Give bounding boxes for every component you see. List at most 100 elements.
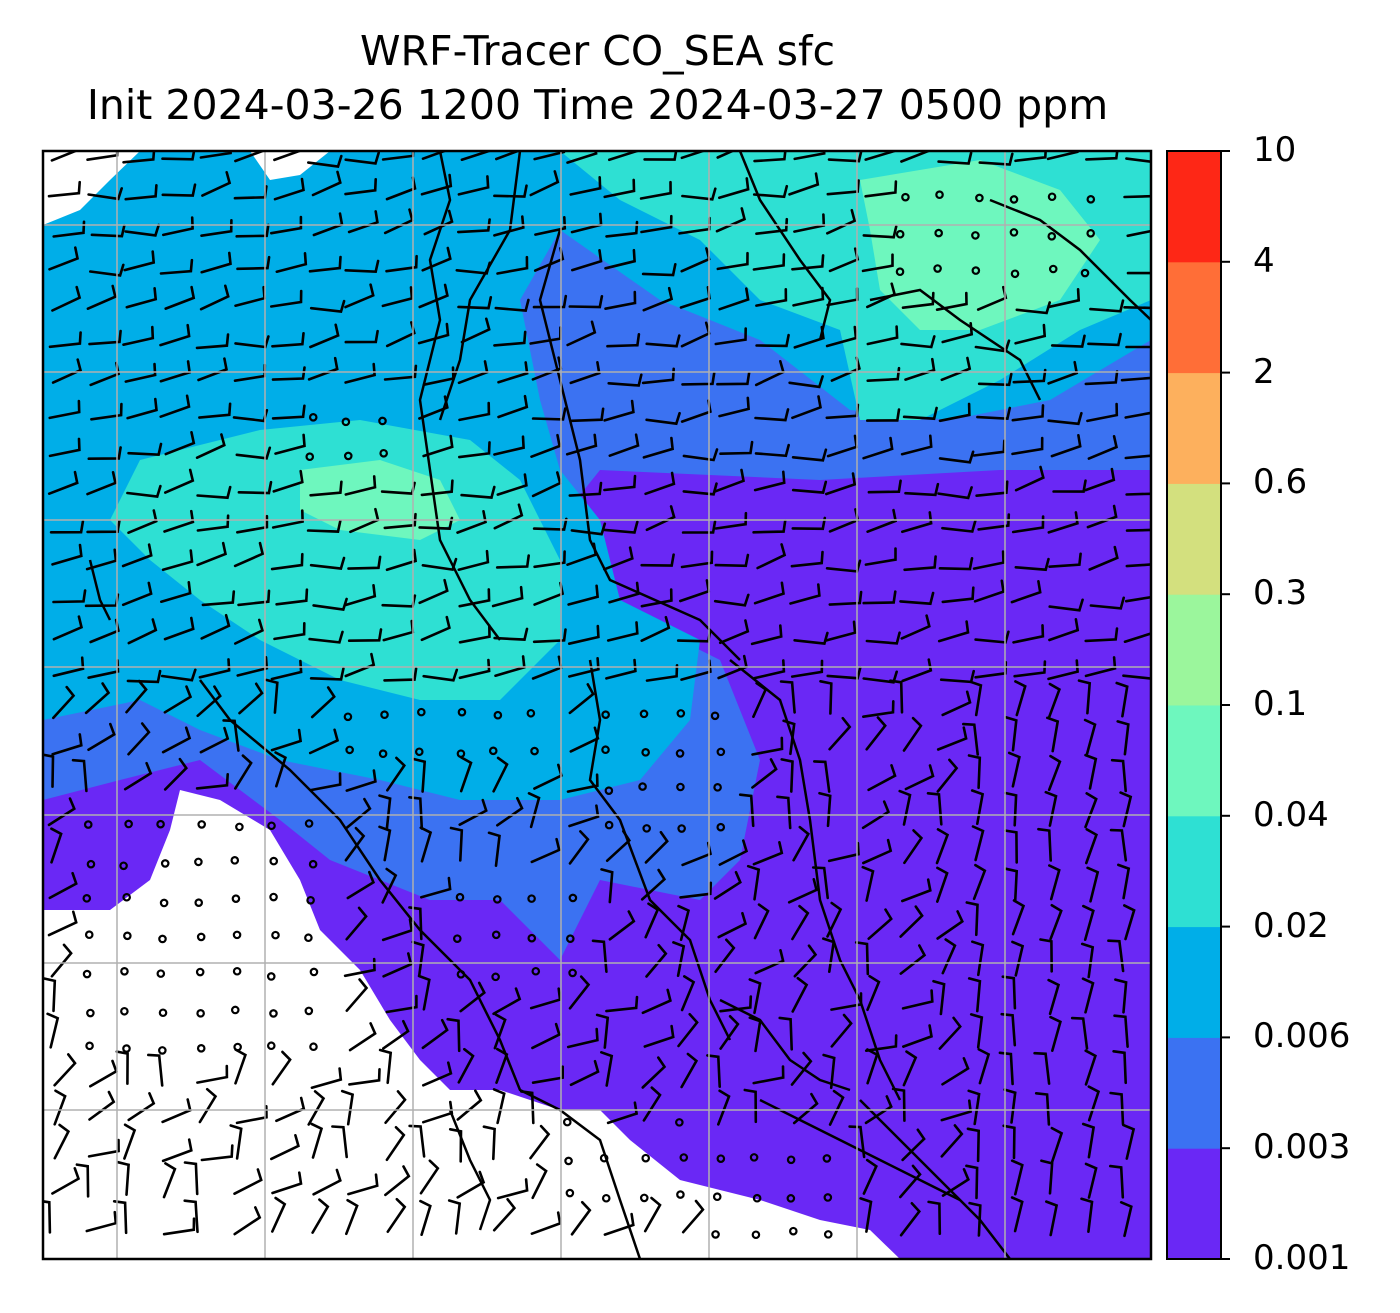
calm-wind-circle	[786, 1155, 796, 1165]
gridlines	[43, 151, 1151, 1259]
wind-barb	[532, 628, 567, 644]
wind-barb	[384, 1165, 411, 1197]
wind-barb	[196, 1064, 229, 1084]
wind-barb	[1048, 864, 1061, 901]
wind-barb	[233, 1206, 262, 1236]
wind-barb	[1050, 1126, 1064, 1163]
wind-barb	[195, 333, 230, 350]
wind-barb	[900, 151, 931, 163]
wind-barb	[978, 152, 1014, 166]
wind-barb	[1010, 1196, 1024, 1233]
colorbar-tick-label: 0.001	[1253, 1238, 1351, 1278]
colorbar-band	[1167, 815, 1221, 928]
calm-wind-circle	[452, 934, 462, 943]
wind-barb	[719, 995, 753, 1013]
wind-barb	[1002, 1124, 1016, 1160]
wind-barb	[495, 151, 522, 161]
wind-barb	[348, 1068, 381, 1086]
wind-barb	[936, 726, 968, 751]
wind-barb	[938, 557, 974, 571]
colorbar-band	[1167, 261, 1221, 374]
calm-wind-circle	[751, 1230, 761, 1240]
wind-barb	[607, 373, 643, 387]
wind-barb	[51, 358, 83, 384]
calm-wind-circle	[526, 708, 536, 718]
wind-barb	[828, 590, 863, 606]
wind-barb	[159, 323, 191, 347]
wind-barb	[48, 399, 81, 420]
wind-barb	[163, 509, 195, 533]
wind-barb	[1082, 904, 1095, 941]
wind-barb	[1126, 271, 1151, 275]
calm-wind-circle	[1047, 232, 1057, 241]
wind-barb	[51, 733, 83, 756]
wind-barb	[1123, 904, 1136, 941]
wind-barb	[1044, 790, 1058, 827]
wind-barb	[789, 583, 821, 605]
wind-barb	[716, 151, 736, 159]
wind-barb	[715, 207, 747, 233]
wind-barb	[756, 543, 787, 570]
calm-wind-circle	[1086, 195, 1096, 204]
calm-wind-circle	[266, 1041, 276, 1051]
wind-barb	[746, 864, 761, 901]
wind-barb	[47, 797, 76, 827]
wind-barb	[755, 288, 788, 307]
wind-barb	[1048, 618, 1080, 642]
wind-barb	[200, 251, 232, 274]
calm-wind-circle	[123, 931, 132, 941]
wind-barb	[752, 841, 784, 866]
wind-barb	[1115, 681, 1129, 718]
wind-barb	[864, 1034, 898, 1052]
wind-barb	[940, 1099, 973, 1122]
calm-wind-circle	[196, 1009, 205, 1018]
wind-barb	[160, 581, 192, 603]
calm-wind-circle	[156, 819, 165, 829]
wind-barb	[1125, 563, 1151, 568]
wind-barb	[310, 1067, 343, 1089]
calm-wind-circle	[895, 267, 905, 277]
wind-barb	[123, 250, 156, 272]
colorbar-tick-label: 0.003	[1253, 1127, 1351, 1168]
wind-barb	[791, 448, 828, 462]
calm-wind-circle	[232, 966, 242, 976]
wind-barb	[937, 620, 970, 643]
calm-wind-circle	[493, 895, 502, 904]
wind-barb	[385, 1126, 406, 1162]
wind-barb	[901, 1128, 926, 1162]
calm-wind-circle	[1048, 264, 1058, 274]
wind-barb	[52, 685, 76, 720]
wind-barb	[1047, 511, 1079, 534]
wind-barb	[605, 658, 637, 680]
wind-barb	[271, 1050, 292, 1086]
wind-barb	[271, 366, 306, 381]
wind-barb	[421, 557, 458, 572]
wind-barb	[569, 176, 602, 196]
wind-barb	[457, 1047, 475, 1084]
wind-barb	[1034, 1092, 1051, 1126]
wind-barb	[271, 332, 305, 348]
wind-barb	[529, 987, 562, 1010]
wind-barb	[822, 937, 836, 973]
wind-barb	[780, 758, 794, 793]
wind-barb	[967, 977, 982, 1013]
wind-barb	[752, 681, 768, 718]
wind-barb	[962, 722, 979, 756]
calm-wind-circle	[309, 967, 319, 977]
wind-barb	[971, 940, 985, 977]
wind-barb	[682, 482, 718, 496]
wind-barb	[237, 480, 273, 495]
colorbar-tick-label: 0.6	[1253, 462, 1308, 503]
wind-barb	[417, 974, 431, 1011]
wind-barb	[998, 1051, 1014, 1086]
wind-barb	[718, 839, 749, 866]
wind-barb	[719, 440, 754, 455]
calm-wind-circle	[786, 1194, 796, 1203]
wind-barb	[422, 668, 459, 682]
wind-barb	[793, 325, 825, 349]
wind-barb	[640, 615, 671, 642]
wind-barb	[941, 1168, 970, 1197]
wind-barb	[275, 588, 309, 606]
wind-barb	[86, 284, 117, 310]
wind-barb	[941, 586, 975, 604]
